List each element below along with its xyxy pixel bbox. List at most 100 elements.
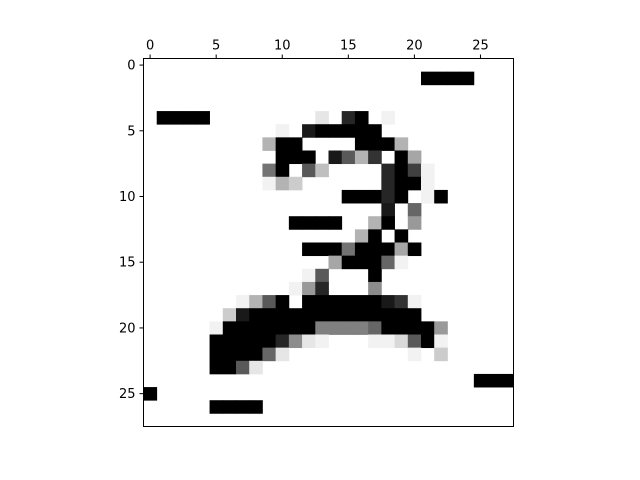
- heatmap-cell: [262, 295, 277, 309]
- heatmap-cell: [209, 321, 224, 335]
- heatmap-cell: [354, 321, 369, 335]
- x-tick-label: 25: [472, 39, 489, 54]
- heatmap-cell: [354, 295, 369, 309]
- heatmap-cell: [434, 321, 448, 335]
- heatmap-cell: [447, 71, 462, 86]
- heatmap-cell: [381, 255, 395, 270]
- heatmap-cell: [209, 334, 224, 349]
- heatmap-cell: [354, 150, 369, 165]
- heatmap-cell: [421, 321, 435, 335]
- heatmap-cell: [209, 347, 224, 362]
- heatmap-cell: [368, 189, 382, 204]
- heatmap-cell: [222, 360, 237, 375]
- heatmap-cell: [341, 124, 356, 138]
- heatmap-cell: [222, 321, 237, 335]
- heatmap-cell: [381, 242, 395, 257]
- heatmap-cell: [381, 295, 395, 309]
- heatmap-cell: [249, 400, 263, 414]
- heatmap-cell: [394, 295, 409, 309]
- heatmap-cell: [368, 242, 382, 257]
- x-tick-label: 15: [340, 39, 357, 54]
- heatmap-cell: [434, 347, 448, 362]
- heatmap-cell: [381, 176, 395, 191]
- heatmap-cell: [368, 216, 382, 230]
- heatmap-cell: [460, 71, 475, 86]
- heatmap-cell: [394, 137, 409, 151]
- heatmap-cell: [394, 321, 409, 335]
- heatmap-cell: [249, 321, 263, 335]
- heatmap-cell: [381, 216, 395, 230]
- heatmap-cell: [262, 334, 277, 349]
- heatmap-cell: [302, 150, 316, 165]
- y-tick-label: 0: [127, 59, 135, 74]
- y-tick-label: 20: [119, 321, 136, 336]
- heatmap-cell: [236, 360, 250, 375]
- heatmap-cell: [407, 308, 422, 322]
- heatmap-cell: [407, 334, 422, 349]
- heatmap-cell: [328, 124, 343, 138]
- heatmap-cell: [381, 189, 395, 204]
- heatmap-cell: [262, 176, 277, 191]
- heatmap-cell: [249, 347, 263, 362]
- heatmap-cell: [328, 321, 343, 335]
- y-tick-label: 5: [127, 124, 135, 139]
- heatmap-cell: [341, 321, 356, 335]
- heatmap-cell: [407, 347, 422, 362]
- heatmap-cell: [288, 150, 303, 165]
- heatmap-cell: [275, 295, 290, 309]
- heatmap-cell: [328, 150, 343, 165]
- heatmap-cell: [394, 308, 409, 322]
- heatmap-cell: [394, 150, 409, 165]
- heatmap-cell: [328, 295, 343, 309]
- heatmap-cell: [407, 203, 422, 217]
- heatmap-cell: [302, 281, 316, 296]
- heatmap-cell: [394, 334, 409, 349]
- heatmap-cell: [354, 229, 369, 243]
- heatmap-cell: [328, 308, 343, 322]
- heatmap-cell: [341, 255, 356, 270]
- heatmap-cell: [341, 242, 356, 257]
- x-tick-label: 10: [274, 39, 291, 54]
- heatmap-cell: [302, 321, 316, 335]
- heatmap-cell: [341, 111, 356, 125]
- heatmap-cell: [302, 216, 316, 230]
- y-tick-label: 10: [119, 190, 136, 205]
- heatmap-cell: [381, 111, 395, 125]
- heatmap-cell: [315, 124, 329, 138]
- heatmap-cell: [328, 255, 343, 270]
- heatmap-cell: [381, 137, 395, 151]
- heatmap-cell: [315, 281, 329, 296]
- heatmap-cell: [315, 111, 329, 125]
- y-tick-label: 15: [119, 256, 136, 271]
- heatmap-cell: [315, 163, 329, 178]
- heatmap-cell: [209, 400, 224, 414]
- heatmap-cell: [222, 400, 237, 414]
- heatmap-cell: [249, 334, 263, 349]
- x-axis-ticks: 0 5 10 15 20 25: [146, 39, 489, 59]
- heatmap-cells: [143, 71, 514, 414]
- heatmap-cell: [421, 163, 435, 178]
- heatmap-cell: [421, 176, 435, 191]
- heatmap-cell: [354, 189, 369, 204]
- heatmap-cell: [434, 334, 448, 349]
- heatmap-cell: [302, 308, 316, 322]
- heatmap-cell: [236, 347, 250, 362]
- heatmap-cell: [341, 189, 356, 204]
- heatmap-cell: [196, 111, 210, 125]
- heatmap-cell: [183, 111, 197, 125]
- heatmap-cell: [275, 124, 290, 138]
- heatmap-cell: [302, 295, 316, 309]
- x-tick-label: 5: [212, 39, 220, 54]
- heatmap-cell: [262, 347, 277, 362]
- heatmap-cell: [500, 373, 514, 388]
- x-tick-label: 20: [406, 39, 423, 54]
- heatmap-cell: [288, 308, 303, 322]
- heatmap-cell: [381, 308, 395, 322]
- heatmap-cell: [262, 308, 277, 322]
- heatmap-cell: [302, 334, 316, 349]
- heatmap-cell: [262, 321, 277, 335]
- heatmap-cell: [169, 111, 184, 125]
- heatmap-cell: [368, 321, 382, 335]
- heatmap-cell: [249, 308, 263, 322]
- heatmap-cell: [275, 347, 290, 362]
